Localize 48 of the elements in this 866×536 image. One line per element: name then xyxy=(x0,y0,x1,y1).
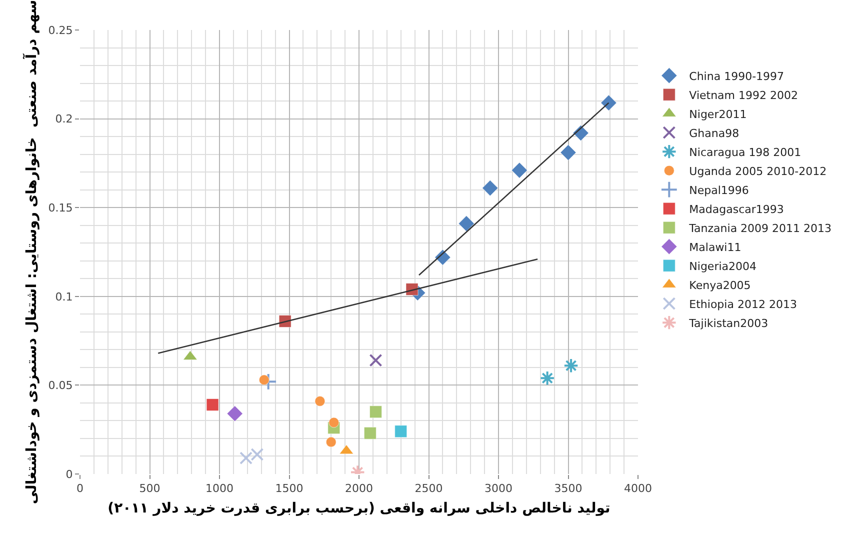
legend-label: Nigeria2004 xyxy=(689,260,757,273)
y-axis-title: سهم درآمد صنعتی خانوارهای روستایی: اشتغال دستمزدی و خوداشتغالی xyxy=(22,0,40,504)
legend-label: Uganda 2005 2010-2012 xyxy=(689,164,827,178)
point xyxy=(326,436,336,448)
x-tick-label: 1000 xyxy=(206,482,234,496)
x-axis-title: تولید ناخالص داخلی سرانه واقعی (برحسب برابری قدرت خرید دلار ۲۰۱۱) xyxy=(108,500,610,516)
point xyxy=(458,216,474,232)
point xyxy=(511,162,528,178)
point xyxy=(206,398,219,411)
point xyxy=(540,370,555,386)
legend-label: Vietnam 1992 2002 xyxy=(689,88,798,102)
y-tick-label: 0.05 xyxy=(48,379,73,392)
point xyxy=(394,425,408,438)
point xyxy=(560,144,576,161)
point xyxy=(314,396,326,406)
point xyxy=(482,180,498,196)
y-tick-label: 0.25 xyxy=(48,24,73,37)
legend-label: Nepal1996 xyxy=(689,184,749,197)
point xyxy=(226,406,243,422)
y-tick-label: 0.15 xyxy=(48,201,73,214)
point xyxy=(364,426,376,440)
legend-label: Madagascar1993 xyxy=(689,202,784,216)
point xyxy=(328,417,340,428)
legend-label: Kenya2005 xyxy=(689,278,751,292)
y-tick-label: 0.2 xyxy=(55,112,73,126)
point xyxy=(258,374,270,386)
legend-label: Nicaragua 198 2001 xyxy=(689,146,802,159)
point xyxy=(369,406,382,418)
x-tick-label: 3000 xyxy=(484,482,512,496)
x-tick-label: 0 xyxy=(76,482,84,496)
x-tick-label: 3500 xyxy=(554,482,582,496)
legend-label: Malawi11 xyxy=(689,240,742,254)
x-tick-label: 1500 xyxy=(275,482,304,496)
x-tick-label: 2000 xyxy=(345,482,373,496)
legend-label: Tanzania 2009 2011 2013 xyxy=(688,222,832,235)
legend-label: Ethiopia 2012 2013 xyxy=(689,298,797,311)
legend-label: Ghana98 xyxy=(689,126,740,140)
y-tick-label: 0.1 xyxy=(55,290,73,304)
legend-label: Tajikistan2003 xyxy=(688,316,768,330)
legend-label: China 1990-1997 xyxy=(689,70,784,83)
x-tick-label: 500 xyxy=(139,482,160,496)
y-tick-label: 0 xyxy=(66,468,73,481)
x-tick-label: 2500 xyxy=(414,482,443,496)
point xyxy=(369,354,382,367)
point xyxy=(600,94,617,111)
point xyxy=(563,358,579,374)
legend-label: Niger2011 xyxy=(689,108,747,121)
x-tick-label: 4000 xyxy=(624,482,652,496)
